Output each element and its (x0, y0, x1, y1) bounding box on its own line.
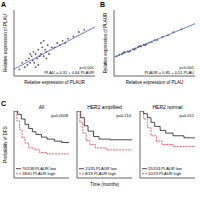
legend-entry: 8/18 PLAUR high (85, 171, 116, 176)
survival-curve (77, 111, 132, 150)
point (67, 38, 69, 40)
panel: HER2 normalp=0.01255/103 PLAUR low10/23 … (140, 104, 195, 178)
title: HER2 normal (152, 104, 182, 110)
point (25, 60, 27, 62)
panel: HER2 amplifiedTime (months)p=0.21415/35 … (77, 104, 132, 187)
point (44, 49, 46, 51)
y-axis (77, 111, 78, 178)
panel: A Relative expression of PLAU Relative exp… (1, 1, 95, 85)
annotation: PLAU = 0.31 + 0.64 PLAUR (44, 70, 94, 75)
y-label: Relative expression of PLAUR (103, 12, 108, 73)
point (83, 29, 85, 31)
y-axis (14, 111, 15, 178)
legend-swatch (16, 168, 21, 169)
figure: A Relative expression of PLAU Relative exp… (0, 0, 200, 197)
point (27, 64, 29, 66)
y-axis (114, 10, 115, 76)
point (37, 49, 39, 51)
plot-area (114, 24, 195, 58)
point (21, 62, 23, 64)
legend-entry: 18/41 PLAUR high (22, 171, 55, 176)
x-axis (14, 76, 95, 77)
y-axis (14, 10, 15, 76)
point (37, 64, 39, 66)
point (43, 55, 45, 57)
annotation: p=0.0008 (51, 113, 69, 118)
point (31, 55, 33, 57)
legend-swatch (16, 173, 21, 174)
survival-curve (14, 111, 69, 154)
point (48, 53, 50, 55)
x-axis (14, 178, 69, 179)
panel: CAllProbability of DFSp=0.000870/138 PLA… (1, 100, 69, 178)
x-axis (140, 178, 195, 179)
plot-area (140, 111, 195, 147)
title: All (39, 104, 45, 110)
point (56, 42, 58, 44)
legend-swatch (142, 173, 147, 174)
survival-curve (140, 111, 195, 147)
point (19, 69, 21, 71)
plot-area (14, 27, 95, 70)
y-axis (140, 111, 141, 178)
point (73, 36, 75, 38)
point (78, 31, 80, 33)
panel-label: C (1, 100, 6, 107)
point (47, 44, 49, 46)
x-label: Relative expression of PLAUR (24, 80, 85, 85)
point (24, 66, 26, 68)
regression-line (114, 24, 195, 58)
x-label: Time (months) (90, 182, 119, 187)
point (28, 58, 30, 60)
point (46, 58, 48, 60)
y-label: Relative expression of PLAU (3, 14, 8, 71)
point (33, 51, 35, 53)
point (35, 66, 37, 68)
panel: B Relative expression of PLAUR Relative ex… (100, 1, 195, 85)
panel-label: B (100, 1, 105, 8)
point (29, 62, 31, 64)
legend-swatch (79, 168, 84, 169)
panel-label: A (1, 1, 6, 8)
point (51, 47, 53, 49)
annotation: PLAUR = 0.85 + 0.51 PLAU (144, 70, 194, 75)
point (33, 62, 35, 64)
legend-swatch (79, 173, 84, 174)
point (41, 47, 43, 49)
x-axis (77, 178, 132, 179)
legend-swatch (142, 168, 147, 169)
annotation: p=0.012 (179, 113, 194, 118)
y-label: Probability of DFS (3, 126, 8, 162)
title: HER2 amplified (87, 104, 122, 110)
x-axis (114, 76, 195, 77)
plot-area (14, 111, 69, 154)
plot-area (77, 111, 132, 150)
regression-line (14, 27, 95, 69)
annotation: p=0.214 (116, 113, 131, 118)
point (40, 42, 42, 44)
legend-entry: 10/23 PLAUR high (148, 171, 181, 176)
point (43, 40, 45, 42)
point (35, 53, 37, 55)
point (29, 53, 31, 55)
survival-curve (140, 111, 195, 138)
survival-curve (77, 111, 132, 140)
point (62, 40, 64, 42)
x-label: Relative expression of PLAU (126, 80, 183, 85)
